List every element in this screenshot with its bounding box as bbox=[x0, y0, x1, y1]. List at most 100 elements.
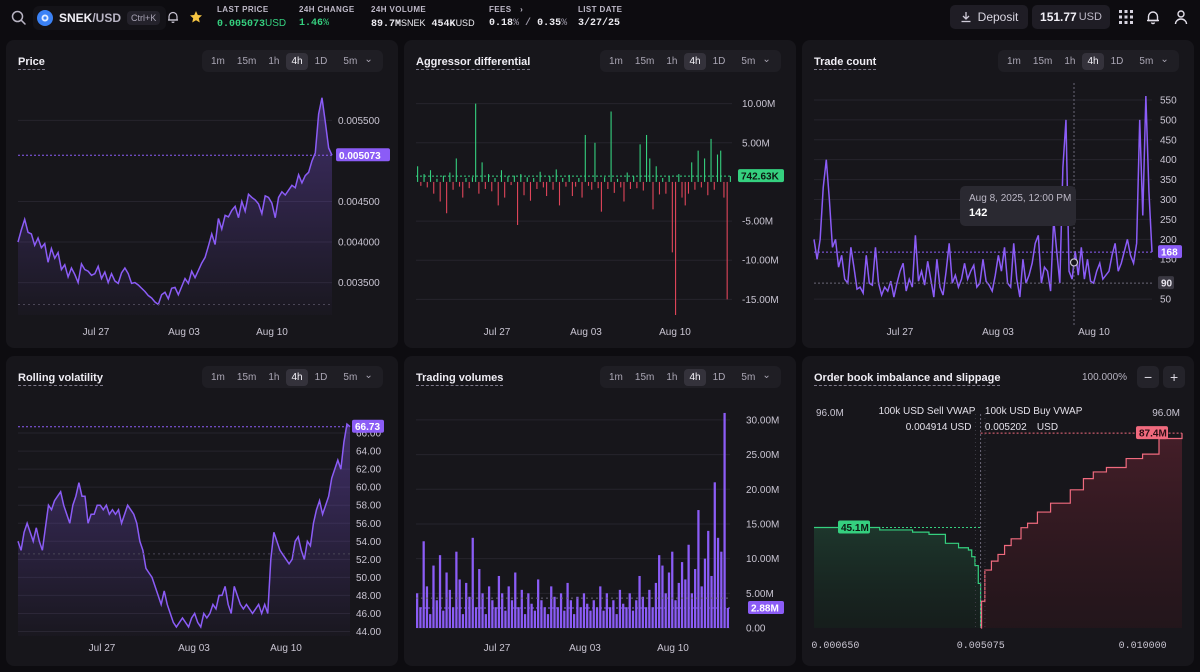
timeframe-4h[interactable]: 4h bbox=[1082, 52, 1104, 70]
pair-name: SNEK/USD bbox=[59, 11, 122, 25]
timeframe-1m[interactable]: 1m bbox=[609, 55, 623, 67]
volume-bar bbox=[671, 551, 674, 628]
volume-bar bbox=[419, 607, 422, 628]
x-tick-label: Aug 10 bbox=[270, 643, 302, 654]
tooltip-value: 142 bbox=[969, 207, 987, 219]
timeframe-4h[interactable]: 4h bbox=[286, 52, 308, 70]
balance-display[interactable]: 151.77 USD bbox=[1032, 5, 1110, 29]
timeframe-15m[interactable]: 15m bbox=[1032, 55, 1053, 67]
timeframe-15m[interactable]: 15m bbox=[634, 55, 655, 67]
timeframe-1D[interactable]: 1D bbox=[712, 371, 726, 383]
panel-title[interactable]: Order book imbalance and slippage bbox=[814, 372, 1001, 386]
timeframe-1h[interactable]: 1h bbox=[1064, 55, 1076, 67]
x-tick-label: Aug 10 bbox=[256, 327, 288, 338]
orderbook-chart[interactable]: 96.0M 96.0M 100k USD Sell VWAP 100k USD Buy… bbox=[802, 356, 1194, 666]
volume-bar bbox=[710, 575, 713, 628]
panel-title[interactable]: Rolling volatility bbox=[18, 372, 103, 386]
interval-dropdown[interactable]: 5m ⌄ bbox=[732, 51, 776, 72]
y-tick-label: 200 bbox=[1160, 235, 1177, 246]
y-tick-label: 5.00M bbox=[746, 589, 774, 600]
pair-selector[interactable]: SNEK/USD Ctrl+K bbox=[33, 6, 167, 30]
volume-bar bbox=[484, 614, 487, 628]
timeframe-4h[interactable]: 4h bbox=[286, 368, 308, 386]
volume-bar bbox=[628, 593, 631, 628]
timeframe-1h[interactable]: 1h bbox=[666, 371, 678, 383]
panel-title[interactable]: Aggressor differential bbox=[416, 56, 531, 70]
interval-dropdown[interactable]: 5m ⌄ bbox=[732, 367, 776, 388]
timeframe-4h[interactable]: 4h bbox=[684, 368, 706, 386]
volume-bar bbox=[520, 589, 523, 628]
volatility-chart[interactable]: 66.00 64.00 62.00 60.00 58.00 56.00 54.00 52.00… bbox=[6, 356, 398, 666]
trade-count-chart[interactable]: 550 500 450 400 350 300 250 200 150 50 168 90 Aug 8,… bbox=[802, 40, 1194, 348]
volume-bar bbox=[501, 593, 504, 628]
x-tick-label: Aug 10 bbox=[657, 643, 689, 654]
volume-bar bbox=[707, 530, 710, 628]
timeframe-1D[interactable]: 1D bbox=[314, 55, 328, 67]
volume-bar bbox=[566, 582, 569, 628]
timeframe-15m[interactable]: 15m bbox=[236, 371, 257, 383]
fees-stat[interactable]: FEES › 0.18% / 0.35% bbox=[489, 5, 568, 29]
chevron-down-icon: ⌄ bbox=[364, 369, 373, 381]
panel-title[interactable]: Price bbox=[18, 56, 45, 70]
volume-bar bbox=[635, 600, 638, 628]
timeframe-1m[interactable]: 1m bbox=[211, 371, 225, 383]
volume-bar bbox=[599, 586, 602, 628]
volume-bar bbox=[716, 537, 720, 628]
y-tick-label: 10.00M bbox=[742, 99, 775, 110]
timeframe-1D[interactable]: 1D bbox=[712, 55, 726, 67]
last-price-stat: LAST PRICE 0.005073USD bbox=[217, 5, 287, 30]
volume-bar bbox=[537, 579, 540, 628]
y-tick-label: 60.00 bbox=[356, 483, 381, 494]
volume-bar bbox=[697, 510, 700, 628]
value-badge bbox=[352, 419, 384, 433]
zoom-in-button[interactable]: + bbox=[1163, 366, 1186, 388]
interval-dropdown-value: 5m bbox=[1139, 55, 1154, 67]
timeframe-1D[interactable]: 1D bbox=[1110, 55, 1124, 67]
timeframe-15m[interactable]: 15m bbox=[634, 371, 655, 383]
timeframe-1h[interactable]: 1h bbox=[268, 371, 280, 383]
timeframe-1D[interactable]: 1D bbox=[314, 371, 328, 383]
crosshair-dot bbox=[1069, 258, 1079, 267]
price-alert-bell-icon[interactable] bbox=[166, 10, 180, 24]
favorite-star-icon[interactable] bbox=[189, 10, 203, 24]
volume-bar bbox=[720, 551, 723, 628]
interval-dropdown[interactable]: 5m ⌄ bbox=[1130, 51, 1174, 72]
volume-bar bbox=[608, 607, 612, 628]
volume-bar bbox=[514, 572, 517, 628]
volume-base-value: 89.7M bbox=[371, 19, 402, 30]
timeframe-1m[interactable]: 1m bbox=[609, 371, 623, 383]
timeframe-selector: 1m 15m 1h 4h 1D 5m ⌄ bbox=[202, 50, 383, 72]
timeframe-1m[interactable]: 1m bbox=[1007, 55, 1021, 67]
panel-title[interactable]: Trading volumes bbox=[416, 372, 504, 386]
y-tick-label: 50.00 bbox=[356, 573, 381, 584]
timeframe-4h[interactable]: 4h bbox=[684, 52, 706, 70]
volumes-chart[interactable]: 30.00M 25.00M 20.00M 15.00M 10.00M 5.00M 0.00 2… bbox=[404, 356, 796, 666]
zoom-out-button[interactable]: − bbox=[1137, 366, 1160, 388]
search-icon[interactable] bbox=[10, 9, 28, 27]
timeframe-1h[interactable]: 1h bbox=[666, 55, 678, 67]
aggressor-chart[interactable]: 10.00M 5.00M -5.00M -10.00M -15.00M 742.63K Ju… bbox=[404, 40, 796, 348]
deposit-button[interactable]: Deposit bbox=[950, 5, 1028, 29]
y-tick-label: 20.00M bbox=[746, 485, 779, 496]
timeframe-1h[interactable]: 1h bbox=[268, 55, 280, 67]
y-tick-label: 44.00 bbox=[356, 627, 381, 638]
panel-title[interactable]: Trade count bbox=[814, 56, 877, 70]
volume-bar bbox=[474, 607, 478, 628]
timeframe-selector: 1m 15m 1h 4h 1D 5m ⌄ bbox=[600, 50, 781, 72]
volume-bar bbox=[654, 582, 658, 628]
volume-bar bbox=[517, 607, 520, 628]
notifications-bell-icon[interactable] bbox=[1145, 9, 1161, 25]
volume-bar bbox=[481, 593, 484, 628]
interval-dropdown[interactable]: 5m ⌄ bbox=[334, 51, 378, 72]
timeframe-15m[interactable]: 15m bbox=[236, 55, 257, 67]
ask-depth-area bbox=[980, 433, 1182, 628]
x-tick-label: 0.010000 bbox=[1119, 641, 1167, 652]
price-chart[interactable]: 0.005500 0.004500 0.004000 0.003500 0.005073… bbox=[6, 40, 398, 348]
interval-dropdown[interactable]: 5m ⌄ bbox=[334, 367, 378, 388]
ask-depth-line bbox=[980, 433, 1183, 629]
timeframe-1m[interactable]: 1m bbox=[211, 55, 225, 67]
y-tick-label: 56.00 bbox=[356, 519, 381, 530]
y-tick-label: 450 bbox=[1160, 135, 1177, 146]
user-account-icon[interactable] bbox=[1173, 9, 1189, 25]
apps-grid-icon[interactable] bbox=[1118, 9, 1134, 25]
